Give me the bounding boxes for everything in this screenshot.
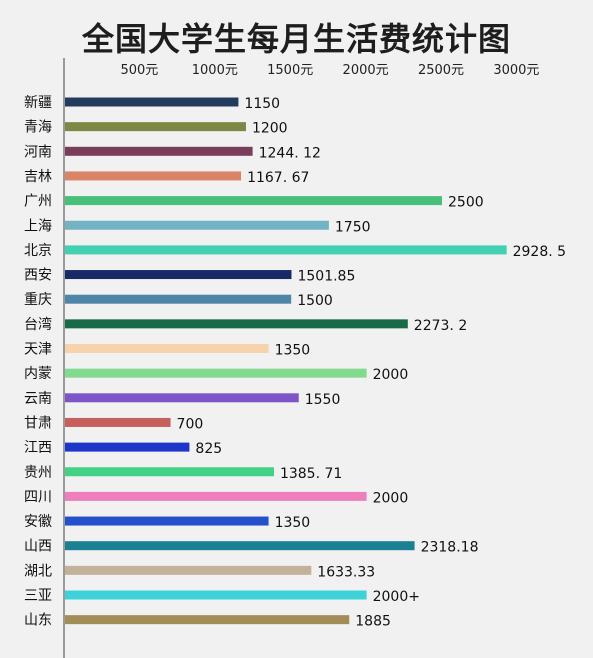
- bar: [65, 146, 253, 156]
- category-label: 江西: [24, 440, 52, 456]
- bar: [65, 319, 408, 329]
- category-label: 内蒙: [24, 366, 52, 382]
- category-label: 台湾: [24, 316, 52, 333]
- bar: [65, 196, 442, 206]
- bar: [65, 541, 415, 551]
- category-label: 广州: [24, 194, 52, 210]
- value-label: 2000: [373, 367, 409, 383]
- value-label: 1244. 12: [259, 145, 321, 161]
- value-label: 2928. 5: [513, 244, 566, 260]
- bar: [65, 442, 190, 452]
- bar: [65, 344, 269, 353]
- value-label: 2500: [448, 195, 484, 211]
- bar: [65, 245, 507, 255]
- category-label: 吉林: [24, 169, 52, 185]
- chart-title: 全国大学生每月生活费统计图: [81, 20, 511, 58]
- category-label: 河南: [24, 144, 52, 160]
- value-label: 2000+: [373, 589, 420, 605]
- category-label: 山东: [24, 613, 52, 629]
- category-label: 三亚: [24, 588, 52, 604]
- category-label: 湖北: [24, 563, 52, 579]
- value-label: 1501.85: [297, 269, 355, 285]
- value-label: 1350: [275, 343, 311, 359]
- x-tick-label: 1000元: [192, 63, 238, 78]
- value-label: 700: [177, 416, 204, 432]
- bar: [65, 97, 239, 107]
- category-label: 天津: [24, 342, 52, 358]
- category-label: 重庆: [24, 292, 52, 308]
- x-tick-label: 2500元: [418, 63, 464, 78]
- category-label: 甘肃: [24, 415, 52, 431]
- category-label: 上海: [24, 218, 52, 234]
- bar: [65, 270, 292, 280]
- value-label: 1885: [355, 614, 391, 630]
- bar: [65, 417, 171, 427]
- bar: [65, 516, 269, 526]
- category-label: 北京: [24, 243, 52, 259]
- bar: [65, 467, 274, 477]
- bar: [65, 171, 242, 181]
- category-label: 青海: [24, 120, 52, 136]
- bar: [65, 220, 329, 230]
- category-label: 新疆: [24, 95, 52, 111]
- category-label: 四川: [24, 489, 52, 505]
- value-label: 2318.18: [421, 540, 479, 556]
- value-label: 1633.33: [317, 564, 375, 580]
- value-label: 1150: [244, 96, 280, 112]
- bar: [65, 368, 367, 378]
- value-label: 2273. 2: [414, 318, 467, 334]
- bar: [65, 615, 350, 625]
- value-label: 1200: [252, 121, 288, 137]
- category-label: 西安: [24, 268, 52, 284]
- value-label: 1500: [297, 293, 333, 309]
- value-label: 1750: [335, 219, 371, 235]
- value-label: 2000: [373, 490, 409, 506]
- value-label: 1167. 67: [247, 170, 309, 186]
- bar: [65, 590, 367, 600]
- value-label: 1550: [305, 392, 341, 408]
- bar: [65, 491, 367, 501]
- x-tick-label: 2000元: [343, 63, 389, 78]
- bar: [65, 122, 246, 132]
- category-label: 山西: [24, 539, 52, 555]
- bar: [65, 294, 292, 304]
- value-label: 1350: [275, 515, 311, 531]
- category-label: 云南: [24, 391, 52, 407]
- value-label: 825: [195, 441, 222, 457]
- x-tick-label: 1500元: [267, 63, 313, 78]
- value-label: 1385. 71: [280, 466, 342, 482]
- category-label: 贵州: [24, 465, 52, 481]
- bar: [65, 565, 312, 575]
- category-label: 安徽: [24, 514, 52, 530]
- x-tick-label: 3000元: [493, 63, 539, 78]
- bar: [65, 393, 299, 403]
- x-tick-label: 500元: [120, 63, 158, 78]
